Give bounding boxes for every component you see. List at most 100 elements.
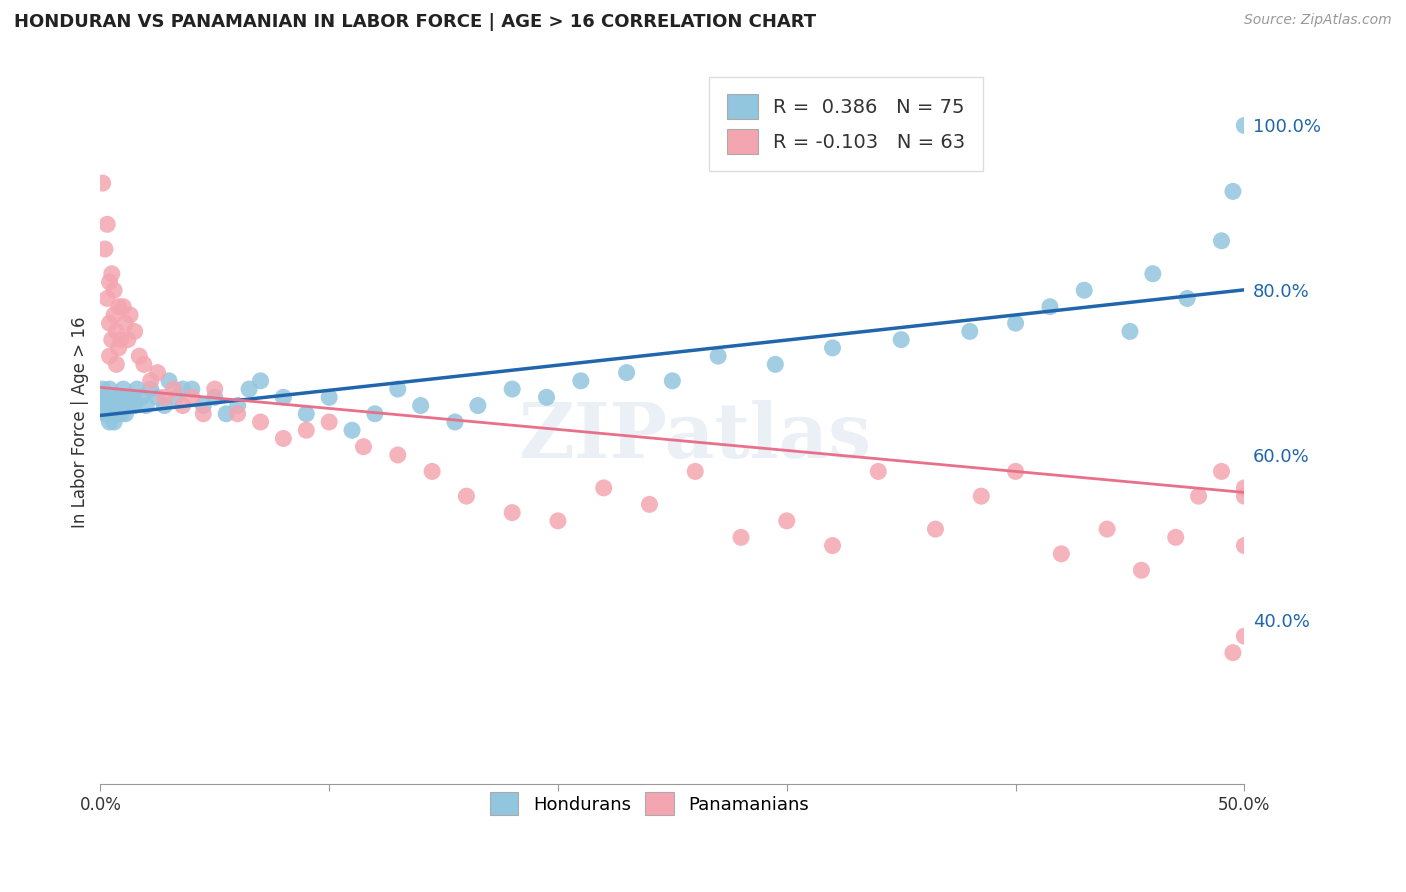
Point	[98, 399, 121, 413]
Point	[193, 407, 215, 421]
Point	[157, 374, 180, 388]
Point	[120, 308, 142, 322]
Point	[249, 374, 271, 388]
Point	[1039, 300, 1062, 314]
Point	[180, 382, 202, 396]
Point	[1233, 629, 1256, 643]
Point	[1233, 489, 1256, 503]
Point	[98, 275, 121, 289]
Point	[1004, 316, 1026, 330]
Point	[98, 316, 121, 330]
Point	[1222, 185, 1244, 199]
Point	[1187, 489, 1209, 503]
Point	[101, 390, 124, 404]
Point	[103, 407, 125, 421]
Point	[763, 357, 786, 371]
Point	[91, 382, 114, 396]
Text: HONDURAN VS PANAMANIAN IN LABOR FORCE | AGE > 16 CORRELATION CHART: HONDURAN VS PANAMANIAN IN LABOR FORCE | …	[14, 13, 817, 31]
Point	[340, 423, 363, 437]
Point	[153, 399, 176, 413]
Point	[146, 366, 169, 380]
Point	[273, 432, 295, 446]
Point	[146, 390, 169, 404]
Point	[105, 407, 128, 421]
Point	[98, 349, 121, 363]
Point	[94, 242, 117, 256]
Point	[114, 407, 136, 421]
Point	[353, 440, 375, 454]
Point	[107, 390, 129, 404]
Point	[110, 407, 132, 421]
Point	[139, 382, 162, 396]
Point	[707, 349, 730, 363]
Point	[821, 341, 844, 355]
Point	[1142, 267, 1164, 281]
Point	[107, 341, 129, 355]
Point	[387, 448, 409, 462]
Point	[959, 325, 981, 339]
Point	[776, 514, 799, 528]
Point	[162, 382, 184, 396]
Point	[467, 399, 489, 413]
Point	[101, 407, 124, 421]
Point	[96, 292, 118, 306]
Point	[105, 357, 128, 371]
Point	[172, 399, 194, 413]
Point	[91, 176, 114, 190]
Point	[318, 390, 340, 404]
Point	[124, 399, 146, 413]
Point	[121, 390, 143, 404]
Point	[444, 415, 467, 429]
Point	[1073, 283, 1095, 297]
Point	[318, 415, 340, 429]
Point	[821, 539, 844, 553]
Point	[970, 489, 993, 503]
Point	[924, 522, 946, 536]
Text: ZIPatlas: ZIPatlas	[519, 400, 872, 474]
Point	[1222, 646, 1244, 660]
Point	[456, 489, 478, 503]
Point	[153, 390, 176, 404]
Point	[1233, 119, 1256, 133]
Point	[1175, 292, 1198, 306]
Point	[569, 374, 592, 388]
Point	[96, 390, 118, 404]
Point	[238, 382, 260, 396]
Point	[103, 399, 125, 413]
Point	[1233, 481, 1256, 495]
Point	[112, 382, 135, 396]
Point	[101, 333, 124, 347]
Point	[98, 382, 121, 396]
Point	[1004, 465, 1026, 479]
Point	[114, 316, 136, 330]
Point	[409, 399, 432, 413]
Y-axis label: In Labor Force | Age > 16: In Labor Force | Age > 16	[72, 317, 89, 528]
Point	[120, 399, 142, 413]
Point	[1130, 563, 1153, 577]
Point	[91, 399, 114, 413]
Point	[103, 415, 125, 429]
Point	[112, 300, 135, 314]
Point	[94, 390, 117, 404]
Point	[96, 217, 118, 231]
Point	[501, 382, 523, 396]
Point	[1164, 530, 1187, 544]
Point	[868, 465, 890, 479]
Point	[101, 399, 124, 413]
Point	[295, 423, 318, 437]
Point	[107, 300, 129, 314]
Point	[193, 399, 215, 413]
Point	[105, 399, 128, 413]
Point	[98, 415, 121, 429]
Point	[105, 325, 128, 339]
Point	[295, 407, 318, 421]
Point	[110, 333, 132, 347]
Point	[420, 465, 443, 479]
Point	[107, 407, 129, 421]
Point	[131, 390, 153, 404]
Point	[180, 390, 202, 404]
Point	[387, 382, 409, 396]
Text: Source: ZipAtlas.com: Source: ZipAtlas.com	[1244, 13, 1392, 28]
Point	[125, 382, 148, 396]
Point	[215, 407, 238, 421]
